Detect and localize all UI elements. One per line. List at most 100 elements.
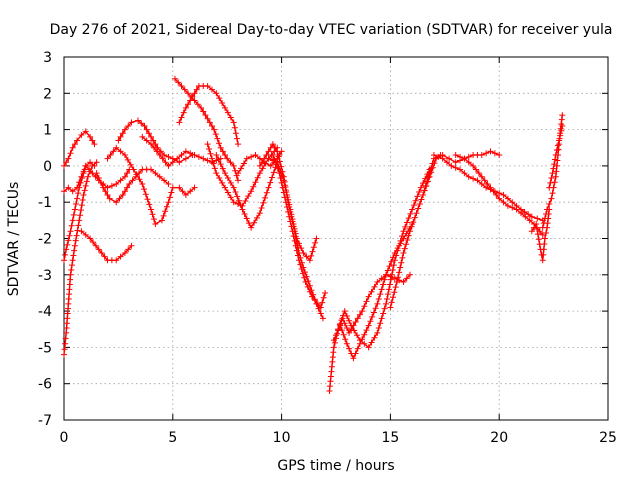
data-point-marker (178, 152, 185, 159)
data-point-marker (72, 201, 79, 208)
data-point-marker (77, 179, 84, 186)
data-point-marker (390, 294, 397, 301)
data-point-marker (341, 308, 348, 315)
data-point-marker (389, 266, 396, 273)
data-point-marker (156, 173, 163, 180)
data-point-marker (375, 325, 382, 332)
data-point-marker (75, 222, 82, 229)
data-point-marker (300, 250, 307, 257)
data-point-marker (87, 159, 94, 166)
series-arc-4 (61, 128, 98, 169)
data-point-marker (340, 331, 347, 338)
data-point-marker (126, 181, 133, 188)
data-point-marker (553, 168, 560, 175)
data-point-marker (219, 148, 226, 155)
data-point-marker (265, 155, 272, 162)
data-point-marker (412, 197, 419, 204)
data-point-marker (121, 173, 128, 180)
data-point-marker (232, 189, 239, 196)
data-point-marker (299, 270, 306, 277)
data-point-marker (352, 350, 359, 357)
data-point-marker (335, 326, 342, 333)
data-point-marker (397, 237, 404, 244)
data-point-marker (269, 174, 276, 181)
data-point-marker (107, 152, 114, 159)
data-point-marker (278, 179, 285, 186)
data-point-marker (408, 223, 415, 230)
series-arc-18 (326, 271, 413, 394)
data-point-marker (235, 177, 242, 184)
data-point-marker (301, 274, 308, 281)
data-point-marker (491, 150, 498, 157)
data-point-marker (385, 286, 392, 293)
data-point-marker (245, 193, 252, 200)
series-trace (106, 147, 196, 225)
data-point-marker (222, 104, 229, 111)
data-point-marker (232, 130, 239, 137)
data-point-marker (383, 271, 390, 278)
data-point-marker (121, 126, 128, 133)
data-point-marker (350, 355, 357, 362)
data-point-marker (309, 293, 316, 300)
data-point-marker (128, 242, 135, 249)
data-point-marker (253, 214, 260, 221)
data-point-marker (81, 187, 88, 194)
data-point-marker (422, 175, 429, 182)
data-point-marker (539, 257, 546, 264)
data-point-marker (222, 152, 229, 159)
series-arc-27 (546, 122, 566, 191)
data-point-marker (179, 188, 186, 195)
data-point-marker (124, 156, 131, 163)
data-point-marker (303, 253, 310, 260)
data-point-marker (365, 344, 372, 351)
y-tick-label: 3 (43, 50, 52, 66)
data-point-marker (547, 179, 554, 186)
data-point-marker (78, 228, 85, 235)
data-point-marker (213, 170, 220, 177)
data-point-marker (162, 208, 169, 215)
data-point-marker (354, 345, 361, 352)
data-point-marker (384, 267, 391, 274)
data-point-marker (381, 276, 388, 283)
data-point-marker (375, 296, 382, 302)
data-point-marker (352, 318, 359, 325)
data-point-marker (287, 218, 294, 225)
data-point-marker (216, 140, 223, 147)
data-point-marker (69, 257, 76, 264)
data-point-marker (189, 93, 196, 100)
data-point-marker (217, 161, 224, 168)
data-point-marker (483, 150, 490, 157)
data-point-marker (292, 242, 299, 249)
data-point-marker (346, 329, 353, 336)
data-series (61, 75, 566, 394)
data-point-marker (429, 164, 436, 171)
data-point-marker (168, 189, 175, 196)
data-point-marker (500, 199, 507, 206)
series-arc-20 (335, 166, 433, 351)
data-point-marker (293, 247, 300, 254)
data-point-marker (493, 191, 500, 198)
data-point-marker (452, 152, 459, 159)
data-point-marker (165, 199, 172, 206)
data-point-marker (400, 279, 407, 286)
data-point-marker (176, 159, 183, 166)
y-axis-label: SDTVAR / TECUs (6, 182, 22, 297)
series-arc-9 (139, 133, 224, 169)
data-point-marker (517, 210, 524, 217)
data-point-marker (548, 175, 555, 181)
data-point-marker (286, 213, 293, 220)
data-point-marker (237, 202, 244, 209)
series-trace (389, 154, 442, 309)
data-point-marker (540, 220, 547, 227)
data-point-marker (79, 175, 86, 181)
data-point-marker (230, 119, 237, 126)
data-point-marker (64, 241, 71, 248)
data-point-marker (394, 247, 401, 254)
data-point-marker (204, 141, 211, 148)
data-point-marker (504, 202, 511, 209)
data-point-marker (500, 191, 507, 198)
data-point-marker (363, 327, 370, 334)
data-point-marker (78, 202, 85, 209)
data-point-marker (212, 131, 219, 138)
data-point-marker (387, 276, 394, 283)
